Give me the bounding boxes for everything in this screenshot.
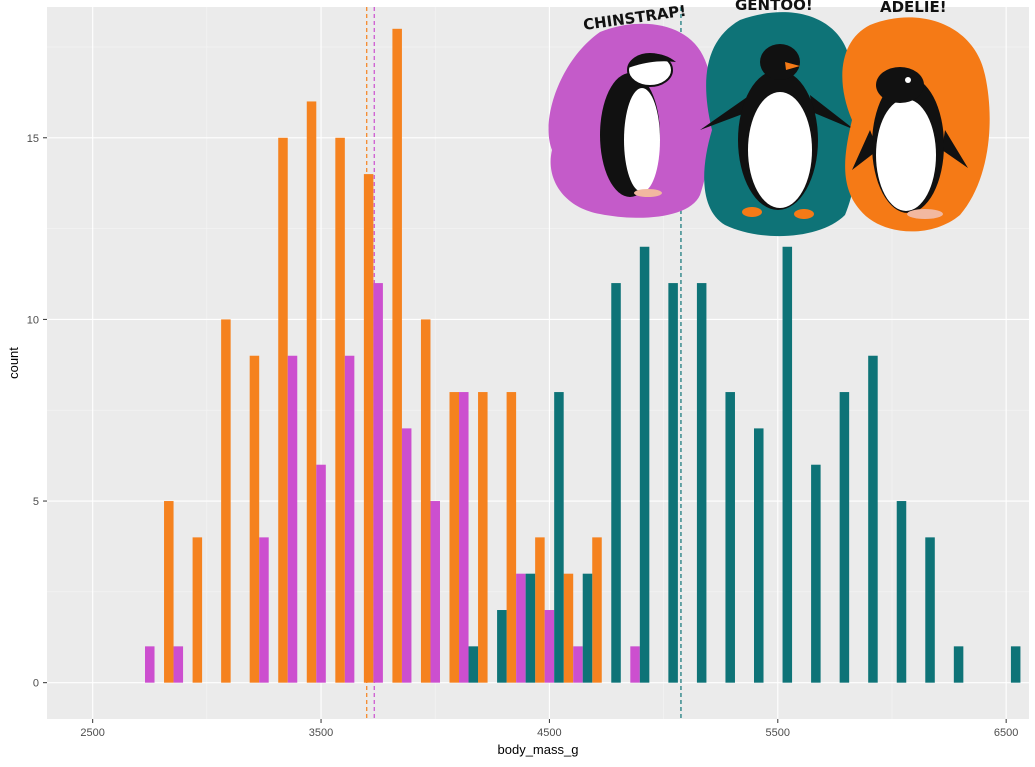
adelie-eye bbox=[905, 77, 911, 83]
histogram-bar bbox=[563, 573, 574, 683]
histogram-bar bbox=[544, 610, 555, 683]
x-tick-label: 5500 bbox=[766, 727, 790, 739]
gentoo-label: GENTOO! bbox=[735, 0, 813, 14]
histogram-bar bbox=[278, 137, 288, 683]
histogram-bar bbox=[668, 283, 678, 683]
y-axis: 0 5 10 15 bbox=[27, 133, 47, 690]
y-tick-label: 15 bbox=[27, 133, 39, 145]
gentoo-belly bbox=[748, 92, 812, 208]
histogram-bar bbox=[725, 392, 735, 683]
penguin-artwork: CHINSTRAP! GENTOO! ADELIE! bbox=[548, 0, 990, 237]
adelie-penguin-illustration: ADELIE! bbox=[842, 0, 990, 232]
y-tick-label: 5 bbox=[33, 496, 39, 508]
chinstrap-feet bbox=[634, 189, 662, 197]
histogram-bar bbox=[516, 573, 526, 683]
gentoo-beak bbox=[785, 62, 800, 70]
histogram-bar bbox=[953, 646, 964, 683]
bars-layer bbox=[145, 28, 1021, 683]
histogram-bar bbox=[478, 392, 488, 683]
histogram-bar bbox=[782, 246, 793, 683]
histogram-bar bbox=[592, 537, 602, 683]
adelie-belly bbox=[876, 99, 936, 211]
histogram-bar bbox=[287, 355, 298, 683]
histogram-bar bbox=[363, 174, 374, 683]
chinstrap-cap bbox=[628, 53, 676, 68]
histogram-bar bbox=[868, 355, 878, 683]
histogram-bar bbox=[145, 646, 155, 683]
adelie-feet bbox=[907, 209, 943, 219]
histogram-bar bbox=[535, 537, 545, 683]
histogram-bar bbox=[630, 646, 640, 683]
gentoo-flippers bbox=[700, 95, 855, 130]
histogram-bar bbox=[221, 319, 231, 683]
histogram-bar bbox=[639, 246, 650, 683]
adelie-label: ADELIE! bbox=[880, 0, 947, 16]
histogram-bar bbox=[573, 646, 583, 683]
histogram-bar bbox=[164, 501, 174, 683]
histogram-bar bbox=[525, 573, 536, 683]
histogram-bar bbox=[896, 501, 907, 683]
chinstrap-belly bbox=[624, 88, 660, 192]
gentoo-foot-right bbox=[794, 209, 814, 219]
gentoo-penguin-illustration: GENTOO! bbox=[700, 0, 860, 237]
x-tick-label: 3500 bbox=[309, 727, 333, 739]
x-tick-label: 2500 bbox=[80, 727, 104, 739]
x-tick-label: 6500 bbox=[994, 727, 1018, 739]
histogram-bar bbox=[259, 537, 269, 683]
histogram-bar bbox=[497, 610, 507, 683]
histogram-bar bbox=[754, 428, 764, 683]
histogram-bar bbox=[192, 537, 203, 683]
chinstrap-penguin-illustration: CHINSTRAP! bbox=[548, 2, 714, 218]
histogram-bar bbox=[173, 646, 184, 683]
histogram-bar bbox=[373, 283, 383, 683]
histogram-bar bbox=[468, 646, 479, 683]
x-axis: 2500 3500 4500 5500 6500 bbox=[80, 719, 1018, 739]
y-tick-label: 0 bbox=[33, 678, 39, 690]
histogram-bar bbox=[811, 464, 821, 683]
gentoo-head bbox=[760, 44, 800, 80]
histogram-bar bbox=[401, 428, 412, 683]
histogram-bar bbox=[392, 28, 402, 683]
histogram-bar bbox=[839, 392, 850, 683]
histogram-bar bbox=[430, 501, 440, 683]
histogram-bar bbox=[925, 537, 935, 683]
histogram-bar bbox=[696, 283, 707, 683]
histogram-bar bbox=[306, 101, 317, 683]
y-axis-title: count bbox=[6, 347, 21, 379]
histogram-bar bbox=[420, 319, 431, 683]
histogram-bar bbox=[459, 392, 469, 683]
y-tick-label: 10 bbox=[27, 314, 39, 326]
histogram-bar bbox=[506, 392, 517, 683]
adelie-head bbox=[876, 67, 924, 103]
histogram-bar bbox=[1010, 646, 1021, 683]
histogram-bar bbox=[449, 392, 460, 683]
x-axis-title: body_mass_g bbox=[498, 742, 579, 757]
x-tick-label: 4500 bbox=[537, 727, 561, 739]
histogram-bar bbox=[249, 355, 260, 683]
histogram-bar bbox=[344, 355, 355, 683]
histogram-bar bbox=[611, 283, 621, 683]
histogram-bar bbox=[316, 464, 326, 683]
histogram-bar bbox=[582, 573, 593, 683]
histogram-bar bbox=[335, 137, 345, 683]
gentoo-foot-left bbox=[742, 207, 762, 217]
histogram-bar bbox=[554, 392, 564, 683]
